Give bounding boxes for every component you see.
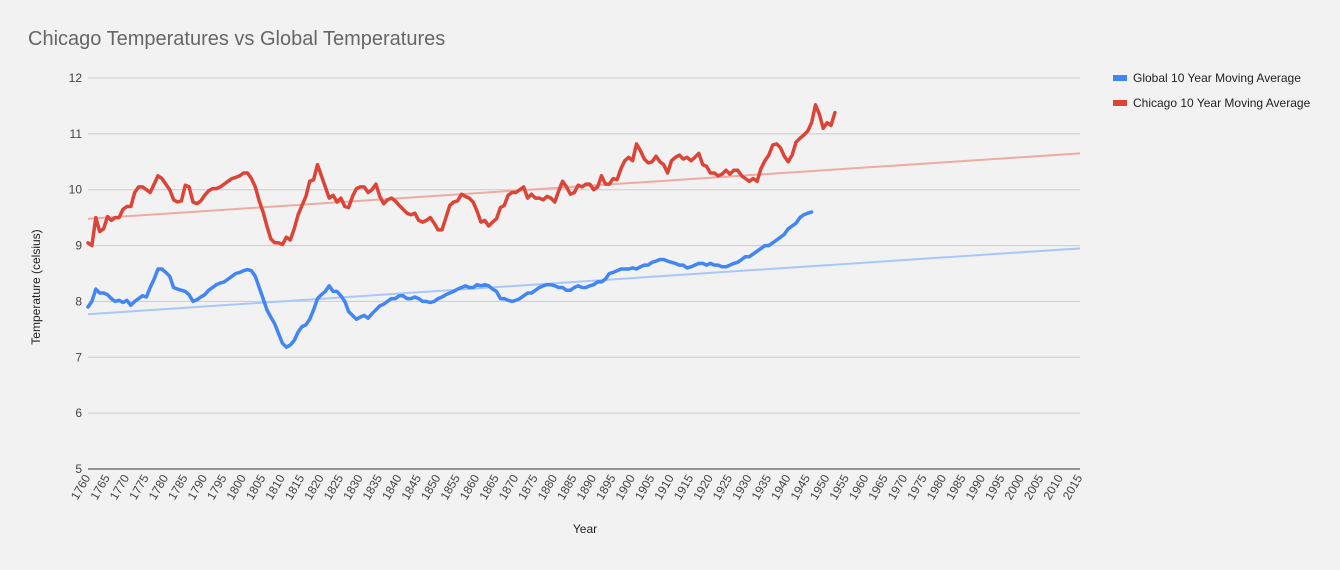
- y-tick-label: 6: [75, 406, 82, 420]
- legend-label: Global 10 Year Moving Average: [1133, 71, 1301, 85]
- y-tick-label: 7: [75, 350, 82, 364]
- legend-label: Chicago 10 Year Moving Average: [1133, 96, 1311, 110]
- series-line-0: [86, 210, 814, 349]
- legend-swatch: [1113, 100, 1127, 106]
- y-tick-label: 8: [75, 294, 82, 308]
- y-axis-title: Temperature (celsius): [29, 229, 43, 344]
- trendline-0: [87, 247, 1081, 316]
- y-axis: 5 6 7 8 9 10 11 12: [69, 71, 83, 476]
- gridlines: [88, 77, 1080, 470]
- x-tick-label: 2015: [1060, 472, 1086, 502]
- chart-title: Chicago Temperatures vs Global Temperatu…: [28, 28, 446, 50]
- y-tick-label: 12: [69, 71, 83, 85]
- x-axis: 1760176517701775178017851790179518001805…: [68, 472, 1086, 502]
- y-tick-label: 10: [69, 183, 83, 197]
- x-axis-title: Year: [573, 522, 597, 536]
- legend-swatch: [1113, 75, 1127, 81]
- series-line-1: [86, 103, 837, 248]
- series-lines: [86, 103, 837, 349]
- y-tick-label: 11: [70, 127, 83, 141]
- y-tick-label: 9: [75, 239, 82, 253]
- legend: Global 10 Year Moving Average Chicago 10 …: [1113, 71, 1311, 110]
- y-tick-label: 5: [75, 462, 82, 476]
